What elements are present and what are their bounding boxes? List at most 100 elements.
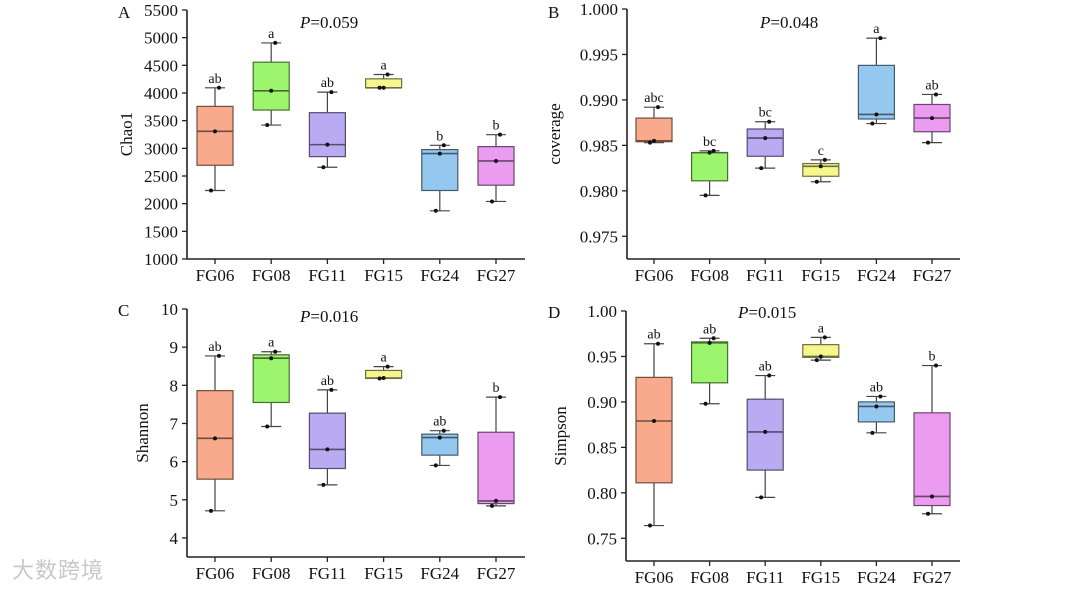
data-point [441, 143, 446, 148]
x-tick-label: FG06 [196, 564, 235, 583]
data-point [707, 340, 712, 345]
data-point [930, 116, 934, 121]
iqr-box [746, 398, 784, 471]
panel-b: B P=0.048 coverage 0.975 0.980 0.985 0.990 0.99… [545, 0, 960, 285]
iqr-box [196, 390, 234, 480]
data-point [759, 495, 764, 500]
data-point [703, 193, 708, 198]
significance-letter: ab [925, 78, 938, 93]
y-axis-title: Shannon [133, 403, 152, 463]
y-tick-label: 5 [170, 491, 179, 510]
box-fg15: FG15 a [801, 321, 840, 587]
box-fg15: FG15 a [364, 59, 403, 285]
iqr-box [690, 152, 729, 182]
y-tick-label: 0.975 [580, 227, 618, 246]
data-point [652, 419, 656, 423]
iqr-box [196, 105, 234, 166]
significance-letter: ab [208, 340, 221, 355]
x-tick-label: FG11 [308, 564, 346, 583]
significance-letter: ab [208, 72, 221, 87]
y-tick-label: 1.00 [587, 302, 617, 321]
data-point [213, 436, 217, 441]
box-fg27: FG27 b [913, 350, 952, 587]
box-fg24: FG24 b [420, 129, 459, 285]
box-fg24: FG24 ab [857, 380, 896, 587]
x-tick-label: FG11 [746, 266, 784, 285]
x-tick-label: FG08 [690, 266, 729, 285]
p-number: =0.059 [310, 13, 358, 32]
significance-letter: c [818, 144, 824, 159]
y-tick-label: 0.985 [580, 136, 618, 155]
data-point [870, 430, 875, 435]
p-number: =0.015 [748, 303, 796, 322]
significance-letter: ab [647, 328, 660, 343]
data-point [926, 511, 930, 516]
box-fg24: FG24 ab [420, 415, 459, 583]
data-point [213, 129, 217, 134]
y-axis-title: coverage [545, 103, 564, 164]
data-point [763, 136, 768, 141]
x-tick-label: FG24 [857, 568, 896, 587]
y-tick-label: 8 [170, 376, 179, 395]
y-tick-label: 0.990 [580, 91, 618, 110]
watermark: 大数跨境 [12, 559, 105, 584]
p-number: =0.016 [310, 307, 358, 326]
significance-letter: abc [644, 91, 663, 106]
box-fg11: FG11 bc [746, 106, 784, 285]
data-point [763, 429, 768, 434]
data-point [703, 401, 708, 406]
y-tick-label: 0.995 [580, 45, 618, 64]
data-point [818, 354, 823, 359]
panel-label: A [118, 3, 131, 22]
x-tick-label: FG24 [857, 266, 896, 285]
significance-letter: ab [703, 322, 716, 337]
data-point [767, 119, 772, 124]
y-tick-label: 5500 [144, 1, 178, 20]
significance-letter: a [380, 351, 387, 366]
box-fg08: FG08 bc [690, 135, 729, 285]
data-point [490, 199, 494, 204]
y-tick-label: 0.90 [587, 393, 617, 412]
significance-letter: ab [321, 76, 334, 91]
data-point [822, 157, 827, 162]
significance-letter: ab [433, 415, 446, 430]
data-point [265, 123, 270, 128]
data-point [265, 424, 270, 429]
data-point [433, 463, 438, 468]
box-fg08: FG08 a [252, 27, 291, 285]
y-tick-label: 0.85 [587, 438, 617, 457]
data-point [325, 447, 330, 452]
data-point [385, 364, 390, 369]
y-axis-title: Chao1 [117, 112, 136, 156]
data-point [273, 349, 278, 354]
x-tick-label: FG08 [252, 564, 291, 583]
x-tick-label: FG15 [364, 564, 403, 583]
x-tick-label: FG11 [308, 266, 346, 285]
iqr-box [477, 431, 515, 505]
data-point [874, 404, 879, 409]
data-point [377, 85, 382, 90]
data-point [878, 394, 883, 399]
iqr-box [308, 412, 346, 470]
data-point [494, 158, 498, 163]
data-point [325, 142, 330, 147]
significance-letter: a [268, 27, 275, 42]
x-tick-label: FG15 [801, 568, 840, 587]
y-tick-label: 1.000 [580, 0, 618, 19]
data-point [377, 376, 382, 381]
y-tick-label: 0.980 [580, 182, 618, 201]
data-point [711, 336, 716, 341]
iqr-box [857, 64, 896, 120]
y-tick-label: 2500 [144, 167, 178, 186]
y-tick-label: 0.75 [587, 529, 617, 548]
significance-letter: a [380, 59, 387, 74]
data-point [814, 358, 819, 363]
box-fg06: FG06 ab [635, 328, 674, 587]
data-point [656, 105, 660, 110]
significance-letter: b [436, 129, 443, 144]
data-point [934, 92, 938, 97]
significance-letter: bc [703, 135, 716, 150]
significance-letter: b [493, 381, 500, 396]
box-fg24: FG24 a [857, 22, 896, 285]
iqr-box [252, 61, 290, 111]
